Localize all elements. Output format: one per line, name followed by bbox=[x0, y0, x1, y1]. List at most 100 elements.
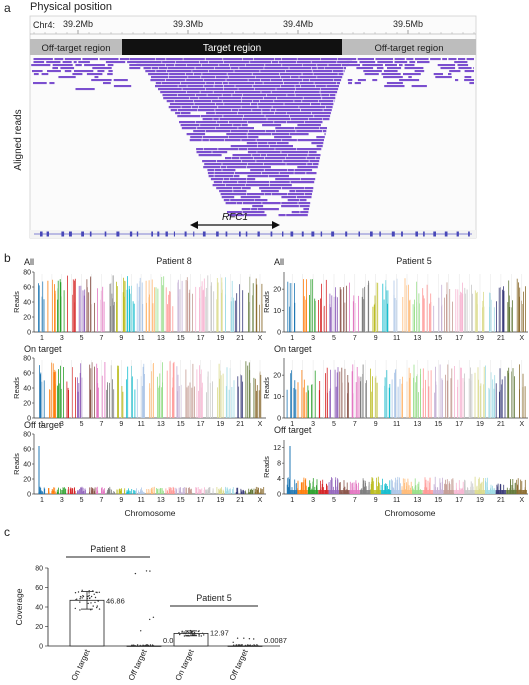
coverage-baseline bbox=[412, 490, 423, 494]
read bbox=[219, 118, 243, 121]
read bbox=[281, 139, 297, 142]
chrom-tick-label: 5 bbox=[332, 335, 336, 342]
read bbox=[108, 70, 113, 73]
read bbox=[252, 100, 259, 103]
coverage-point bbox=[94, 596, 97, 599]
read bbox=[317, 67, 325, 70]
read bbox=[294, 127, 320, 130]
read bbox=[189, 97, 199, 100]
read bbox=[220, 166, 227, 169]
coverage-point bbox=[254, 645, 256, 647]
read bbox=[317, 76, 343, 79]
read bbox=[215, 169, 222, 172]
read bbox=[271, 91, 295, 94]
coverage-baseline bbox=[485, 490, 496, 494]
read bbox=[214, 175, 234, 178]
read bbox=[220, 193, 247, 196]
coverage-baseline bbox=[464, 490, 475, 494]
read bbox=[301, 178, 316, 181]
y-tick-label: 12 bbox=[273, 445, 281, 452]
read bbox=[182, 88, 205, 91]
read bbox=[283, 160, 309, 163]
read bbox=[186, 91, 200, 94]
read bbox=[265, 130, 275, 133]
exon bbox=[358, 231, 360, 237]
read bbox=[213, 91, 235, 94]
read bbox=[254, 82, 263, 85]
read bbox=[253, 85, 280, 88]
read bbox=[177, 115, 201, 118]
coverage-point bbox=[147, 644, 150, 647]
read bbox=[464, 76, 472, 79]
c-y-tick-label: 60 bbox=[35, 585, 43, 592]
y-tick-label: 20 bbox=[23, 401, 31, 408]
read bbox=[442, 58, 447, 61]
read bbox=[290, 181, 315, 184]
read bbox=[219, 64, 230, 67]
aligned-reads bbox=[31, 58, 474, 217]
read bbox=[324, 67, 344, 70]
read bbox=[222, 82, 228, 85]
p8-row-off-label: Off target bbox=[24, 420, 62, 430]
read bbox=[247, 163, 264, 166]
coverage-point bbox=[79, 609, 81, 611]
read bbox=[242, 202, 262, 205]
read bbox=[301, 85, 316, 88]
read bbox=[329, 94, 336, 97]
read bbox=[295, 88, 321, 91]
chrom-tick-label: 1 bbox=[290, 421, 294, 428]
read bbox=[242, 94, 266, 97]
read bbox=[190, 136, 202, 139]
read bbox=[256, 139, 282, 142]
chrom-tick-label: X bbox=[519, 421, 524, 428]
y-tick-label: 60 bbox=[23, 447, 31, 454]
value-label: 12.97 bbox=[210, 628, 229, 637]
read bbox=[267, 118, 291, 121]
read bbox=[261, 91, 271, 94]
read bbox=[250, 169, 264, 172]
read bbox=[279, 172, 294, 175]
read bbox=[322, 130, 327, 133]
chrom-tick-label: 19 bbox=[217, 335, 225, 342]
exon bbox=[444, 231, 448, 237]
read bbox=[296, 61, 311, 64]
read bbox=[257, 151, 281, 154]
read bbox=[254, 88, 276, 91]
chrom-tick-label: 3 bbox=[311, 421, 315, 428]
read bbox=[385, 64, 397, 67]
y-tick-label: 40 bbox=[23, 300, 31, 307]
read bbox=[216, 160, 241, 163]
coverage-baseline bbox=[360, 490, 371, 494]
gene-arrow-right-head bbox=[272, 221, 280, 229]
read bbox=[199, 61, 209, 64]
read bbox=[198, 106, 218, 109]
read bbox=[214, 172, 234, 175]
read bbox=[290, 118, 309, 121]
read bbox=[163, 97, 189, 100]
read bbox=[299, 106, 326, 109]
y-tick-label: 0 bbox=[27, 330, 31, 337]
read bbox=[186, 79, 204, 82]
read bbox=[162, 94, 178, 97]
coverage-point bbox=[200, 635, 202, 637]
y-tick-label: 20 bbox=[273, 373, 281, 380]
coverage-point bbox=[249, 644, 251, 646]
read bbox=[225, 202, 236, 205]
read bbox=[193, 73, 202, 76]
coverage-point bbox=[232, 641, 234, 643]
read bbox=[232, 94, 243, 97]
read bbox=[246, 178, 256, 181]
coverage-point bbox=[131, 644, 133, 646]
chrom-tick-label: 19 bbox=[476, 497, 484, 504]
exon bbox=[311, 231, 315, 237]
read bbox=[230, 199, 255, 202]
read bbox=[242, 58, 253, 61]
read bbox=[235, 85, 253, 88]
read bbox=[237, 112, 262, 115]
read bbox=[466, 58, 474, 61]
coverage-point bbox=[90, 595, 93, 598]
y-tick-label: 20 bbox=[23, 477, 31, 484]
read bbox=[241, 106, 258, 109]
